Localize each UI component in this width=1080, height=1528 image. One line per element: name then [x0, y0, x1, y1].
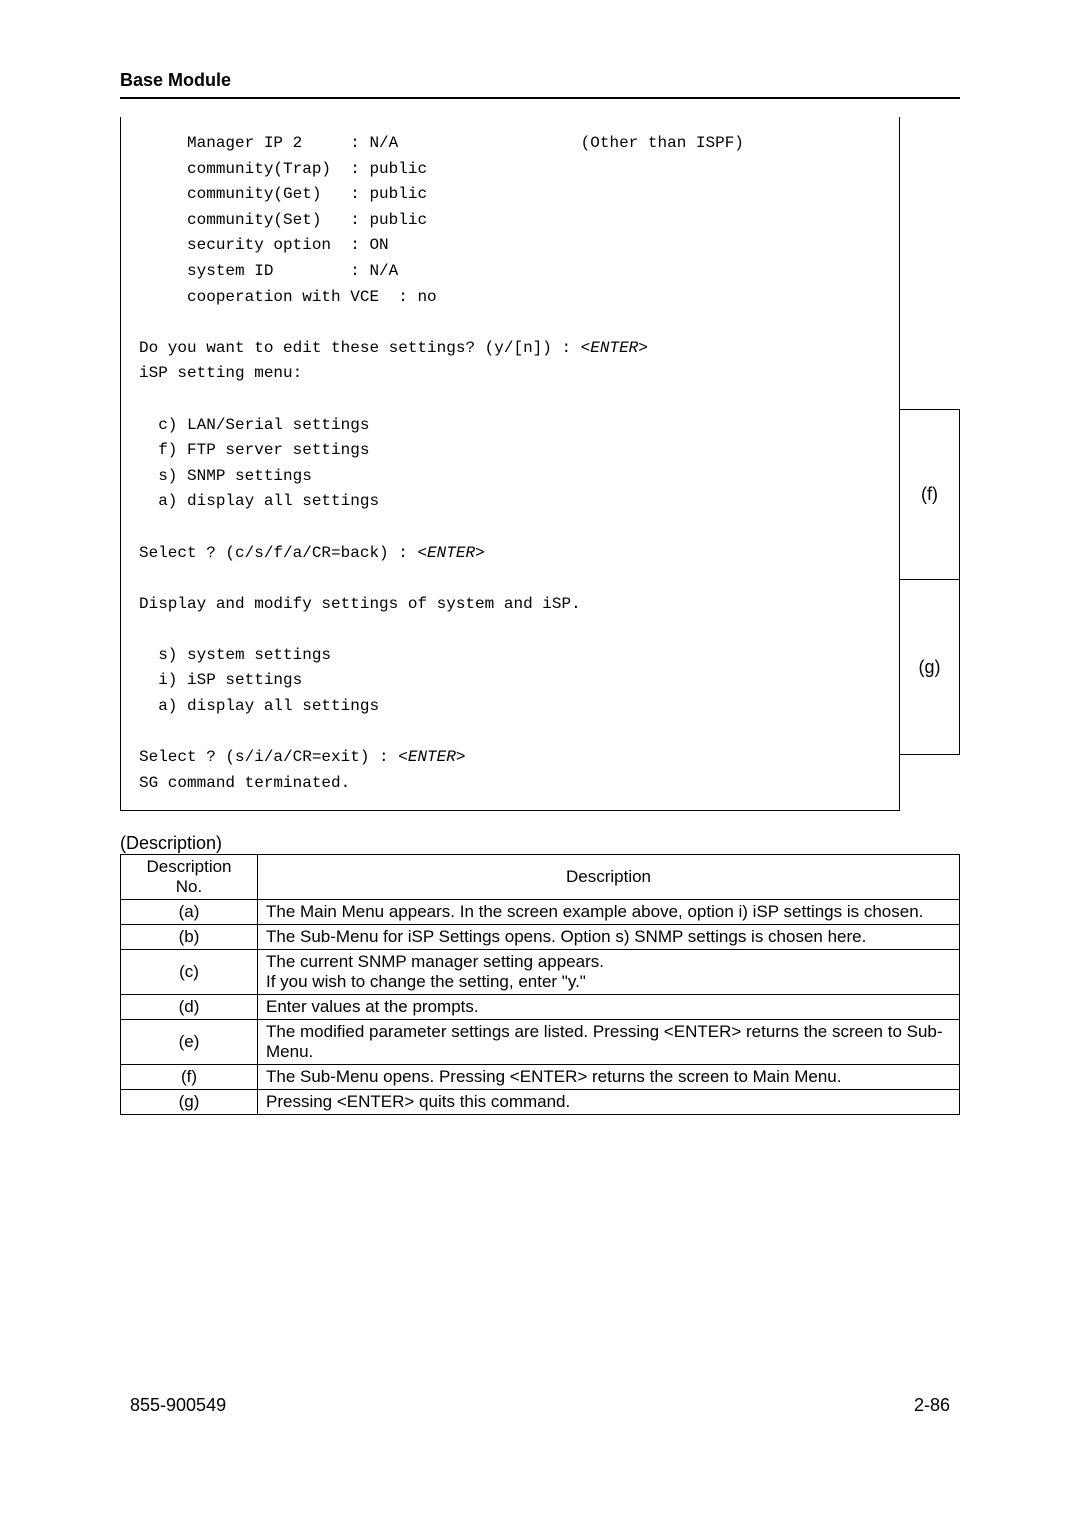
- t-l1: Manager IP 2 : N/A (Other than ISPF): [139, 134, 744, 152]
- terminal-output: Manager IP 2 : N/A (Other than ISPF) com…: [120, 117, 900, 811]
- ann-g: (g): [900, 580, 960, 755]
- cell-desc: The Sub-Menu for iSP Settings opens. Opt…: [258, 925, 960, 950]
- t-of: f) FTP server settings: [139, 441, 369, 459]
- t-sel1: Select ? (c/s/f/a/CR=back) :: [139, 544, 417, 562]
- t-oc: c) LAN/Serial settings: [139, 416, 369, 434]
- table-row: (g)Pressing <ENTER> quits this command.: [121, 1090, 960, 1115]
- enter-2: <ENTER>: [417, 544, 484, 562]
- table-row: (e)The modified parameter settings are l…: [121, 1020, 960, 1065]
- table-row: (c)The current SNMP manager setting appe…: [121, 950, 960, 995]
- t-l9: iSP setting menu:: [139, 364, 302, 382]
- t-l4: community(Set) : public: [139, 211, 427, 229]
- annotation-column: (f) (g): [900, 117, 960, 811]
- cell-desc: The modified parameter settings are list…: [258, 1020, 960, 1065]
- cell-no: (e): [121, 1020, 258, 1065]
- ann-f: (f): [900, 409, 960, 580]
- t-sel2: Select ? (s/i/a/CR=exit) :: [139, 748, 398, 766]
- cell-desc: The current SNMP manager setting appears…: [258, 950, 960, 995]
- th-no: DescriptionNo.: [121, 855, 258, 900]
- description-label: (Description): [120, 833, 960, 854]
- cell-no: (a): [121, 900, 258, 925]
- t-oi: i) iSP settings: [139, 671, 302, 689]
- table-row: (d)Enter values at the prompts.: [121, 995, 960, 1020]
- t-l25: SG command terminated.: [139, 774, 350, 792]
- cell-no: (c): [121, 950, 258, 995]
- t-l18: Display and modify settings of system an…: [139, 595, 581, 613]
- enter-3: <ENTER>: [398, 748, 465, 766]
- page-footer: 855-900549 2-86: [120, 1395, 960, 1416]
- t-oss: s) system settings: [139, 646, 331, 664]
- header-rule: [120, 97, 960, 99]
- t-l5: security option : ON: [139, 236, 389, 254]
- t-l2: community(Trap) : public: [139, 160, 427, 178]
- table-row: (f)The Sub-Menu opens. Pressing <ENTER> …: [121, 1065, 960, 1090]
- t-l3: community(Get) : public: [139, 185, 427, 203]
- cell-desc: The Sub-Menu opens. Pressing <ENTER> ret…: [258, 1065, 960, 1090]
- cell-no: (b): [121, 925, 258, 950]
- table-row: (a)The Main Menu appears. In the screen …: [121, 900, 960, 925]
- t-l6: system ID : N/A: [139, 262, 398, 280]
- t-oa: a) display all settings: [139, 492, 379, 510]
- cell-no: (d): [121, 995, 258, 1020]
- description-table: DescriptionNo. Description (a)The Main M…: [120, 854, 960, 1115]
- page-root: Base Module Manager IP 2 : N/A (Other th…: [0, 0, 1080, 1466]
- th-desc: Description: [258, 855, 960, 900]
- terminal-block: Manager IP 2 : N/A (Other than ISPF) com…: [120, 117, 960, 811]
- footer-right: 2-86: [914, 1395, 950, 1416]
- cell-no: (g): [121, 1090, 258, 1115]
- cell-desc: Enter values at the prompts.: [258, 995, 960, 1020]
- t-os: s) SNMP settings: [139, 467, 312, 485]
- ann-spacer: [900, 117, 960, 409]
- cell-no: (f): [121, 1065, 258, 1090]
- enter-1: <ENTER>: [581, 339, 648, 357]
- footer-left: 855-900549: [130, 1395, 226, 1416]
- page-header: Base Module: [120, 70, 960, 91]
- cell-desc: The Main Menu appears. In the screen exa…: [258, 900, 960, 925]
- cell-desc: Pressing <ENTER> quits this command.: [258, 1090, 960, 1115]
- t-prompt-edit: Do you want to edit these settings? (y/[…: [139, 339, 581, 357]
- table-row: (b)The Sub-Menu for iSP Settings opens. …: [121, 925, 960, 950]
- t-l7: cooperation with VCE : no: [139, 288, 437, 306]
- t-oaa: a) display all settings: [139, 697, 379, 715]
